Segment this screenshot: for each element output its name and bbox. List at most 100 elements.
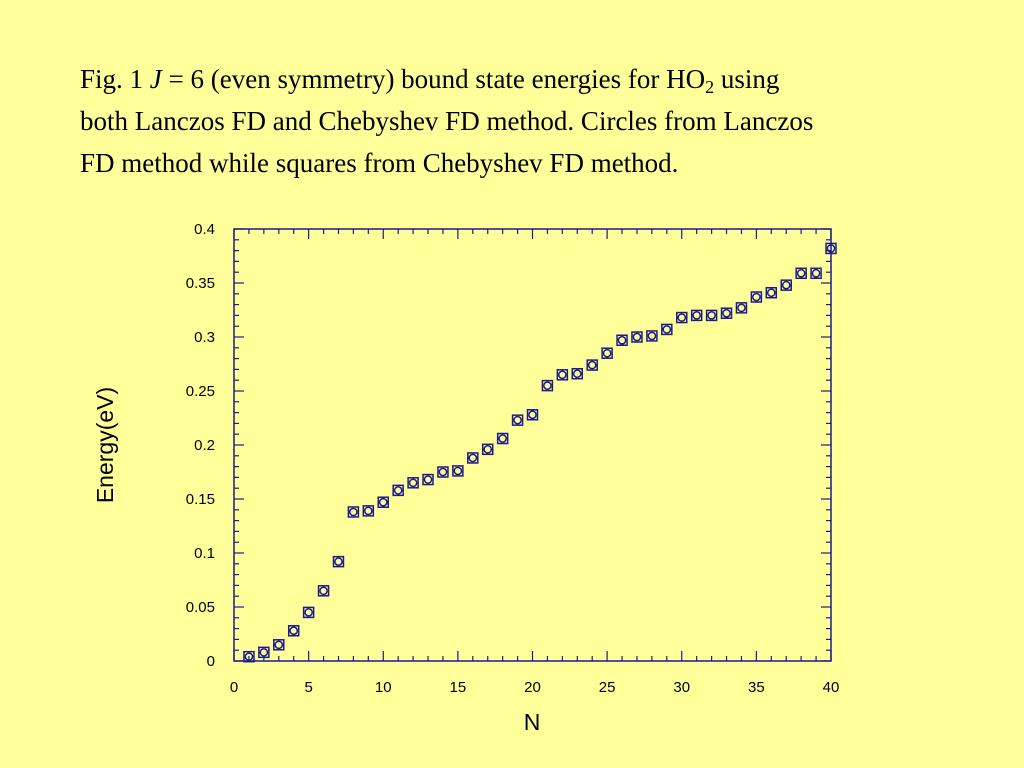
circle-marker xyxy=(722,308,731,318)
circle-marker xyxy=(587,360,597,370)
square-marker xyxy=(586,359,598,371)
square-marker xyxy=(437,466,449,478)
circle-marker xyxy=(766,288,776,298)
circle-marker xyxy=(796,268,806,278)
axis-ticks xyxy=(233,228,832,662)
x-tick-label: 40 xyxy=(823,679,840,696)
square-marker xyxy=(526,409,539,421)
circle-marker xyxy=(334,557,343,566)
x-axis-tick-labels: 0 5 10 15 20 25 30 35 40 xyxy=(230,679,840,696)
circle-marker xyxy=(707,311,716,320)
x-tick-label: 0 xyxy=(230,679,238,696)
circle-marker xyxy=(632,332,642,342)
caption-line-1: Fig. 1 J = 6 (even symmetry) bound state… xyxy=(80,58,1015,100)
circle-marker xyxy=(826,244,836,253)
y-tick-label: 0.4 xyxy=(194,221,215,238)
circle-marker xyxy=(304,608,313,617)
square-marker xyxy=(631,331,643,343)
square-marker xyxy=(541,379,554,392)
square-marker xyxy=(287,625,300,637)
square-marker xyxy=(750,291,763,303)
square-marker xyxy=(780,279,792,291)
circle-marker xyxy=(363,506,373,516)
square-marker xyxy=(825,242,837,255)
circle-marker xyxy=(528,410,537,420)
circle-marker xyxy=(647,331,657,341)
y-axis-tick-labels: 0 0.05 0.1 0.15 0.2 0.25 0.3 0.35 0.4 xyxy=(186,221,215,670)
square-marker xyxy=(661,323,673,336)
circle-marker xyxy=(438,467,448,477)
square-marker xyxy=(362,505,375,517)
square-marker xyxy=(556,369,569,381)
square-marker xyxy=(496,432,509,445)
square-marker xyxy=(690,309,703,322)
y-tick-label: 0.1 xyxy=(194,545,215,562)
figure-caption: Fig. 1 J = 6 (even symmetry) bound state… xyxy=(80,58,1015,184)
x-tick-label: 15 xyxy=(450,679,467,696)
circle-marker xyxy=(378,497,388,507)
circle-marker xyxy=(662,325,672,334)
square-marker xyxy=(422,473,434,486)
square-marker xyxy=(720,307,733,319)
circle-marker xyxy=(781,280,791,290)
y-tick-label: 0.15 xyxy=(186,491,215,508)
square-marker xyxy=(646,330,658,342)
caption-line-3: FD method while squares from Chebyshev F… xyxy=(80,148,679,178)
circle-marker xyxy=(498,434,507,443)
square-marker xyxy=(377,496,389,508)
circle-marker xyxy=(677,313,687,322)
square-marker xyxy=(571,367,584,380)
y-tick-label: 0.2 xyxy=(194,437,215,454)
y-tick-label: 0.3 xyxy=(194,329,215,346)
square-marker xyxy=(511,414,524,426)
circle-marker xyxy=(349,507,358,517)
x-tick-label: 35 xyxy=(748,679,765,696)
square-marker xyxy=(332,555,345,568)
square-marker xyxy=(302,606,315,619)
circle-marker xyxy=(558,370,567,380)
square-marker xyxy=(601,347,613,359)
square-marker xyxy=(243,650,255,663)
caption-j-symbol: J xyxy=(149,64,162,94)
circle-marker xyxy=(319,586,328,596)
circle-marker xyxy=(602,348,612,358)
square-marker xyxy=(273,639,285,651)
y-tick-label: 0 xyxy=(207,653,215,670)
square-marker xyxy=(317,585,330,597)
circle-marker xyxy=(737,303,746,313)
circle-marker xyxy=(408,478,418,488)
x-tick-label: 30 xyxy=(673,679,690,696)
square-marker xyxy=(676,311,688,324)
caption-subscript: 2 xyxy=(705,77,715,97)
x-tick-label: 5 xyxy=(304,679,312,696)
y-axis-title: Energy(eV) xyxy=(92,387,118,503)
circle-marker xyxy=(543,381,552,390)
circle-marker xyxy=(274,640,284,650)
circle-marker xyxy=(244,652,254,662)
square-marker xyxy=(705,309,718,322)
circle-marker xyxy=(468,453,478,463)
circle-marker xyxy=(811,268,821,278)
circle-marker xyxy=(483,444,493,454)
square-marker xyxy=(392,484,404,497)
caption-text-main: = 6 (even symmetry) bound state energies… xyxy=(161,64,706,94)
circle-marker xyxy=(752,292,761,302)
x-tick-label: 20 xyxy=(524,679,541,696)
square-marker xyxy=(467,452,479,464)
circle-marker xyxy=(453,466,463,476)
square-marker xyxy=(765,286,778,299)
circle-marker xyxy=(423,475,433,484)
circle-marker xyxy=(289,626,299,636)
square-marker xyxy=(735,302,748,314)
y-tick-label: 0.35 xyxy=(186,275,215,292)
y-tick-label: 0.05 xyxy=(186,599,215,616)
caption-line-2: both Lanczos FD and Chebyshev FD method.… xyxy=(80,106,814,136)
circle-marker xyxy=(617,335,627,345)
square-marker xyxy=(407,477,419,489)
circle-marker xyxy=(692,311,702,320)
circle-marker xyxy=(259,648,269,657)
x-tick-label: 10 xyxy=(375,679,392,696)
square-marker xyxy=(810,267,822,280)
circle-marker xyxy=(393,486,403,495)
